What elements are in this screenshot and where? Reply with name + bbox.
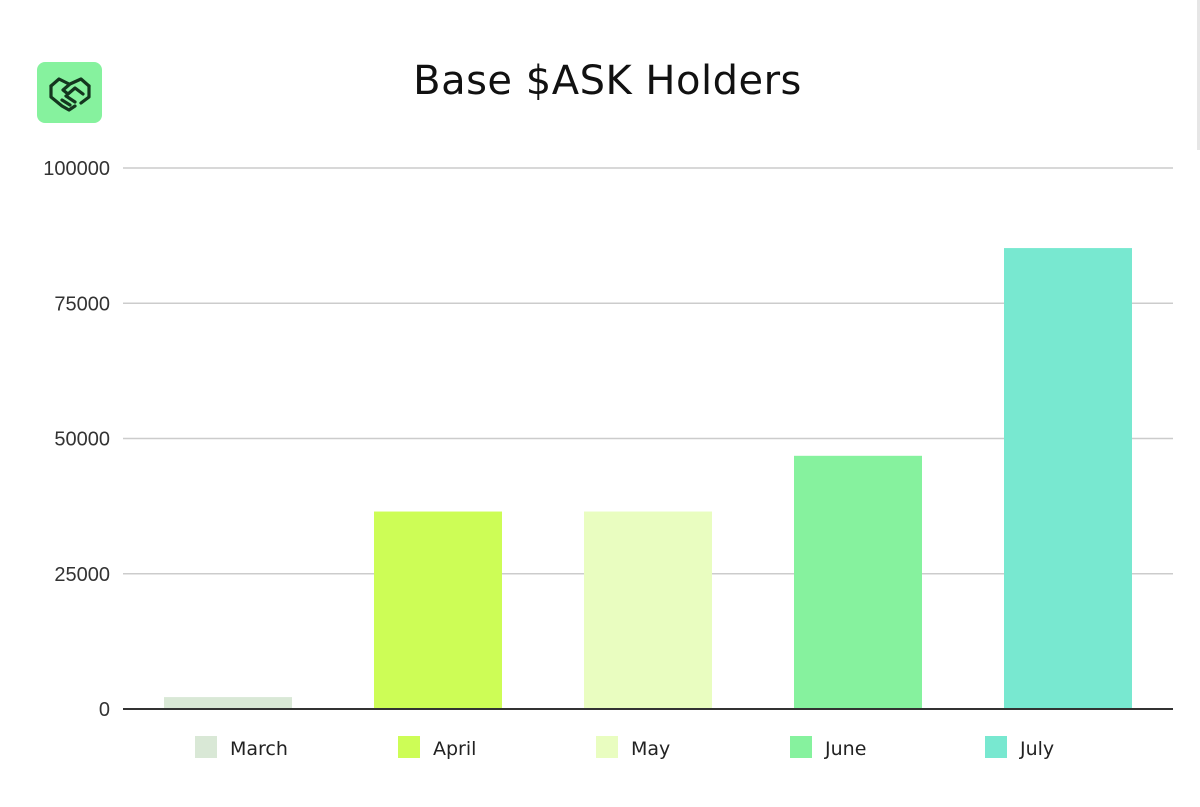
bar-march: [164, 697, 292, 709]
legend-label: July: [1019, 738, 1054, 760]
legend-swatch: [398, 736, 420, 758]
bar-may: [584, 511, 712, 709]
y-tick-label: 25000: [54, 564, 110, 586]
y-tick-label: 100000: [43, 158, 110, 180]
legend-label: May: [631, 738, 670, 760]
chart-title: Base $ASK Holders: [413, 58, 802, 104]
legend-swatch: [195, 736, 217, 758]
legend: March April May June July: [195, 736, 1054, 760]
legend-label: March: [230, 738, 288, 760]
bar-april: [374, 511, 502, 709]
handshake-icon: [48, 76, 91, 112]
legend-item: May: [596, 736, 670, 760]
app-logo: [37, 62, 102, 123]
legend-swatch: [596, 736, 618, 758]
y-tick-label: 75000: [54, 293, 110, 315]
legend-label: April: [433, 738, 476, 760]
legend-swatch: [985, 736, 1007, 758]
bars: [164, 248, 1132, 709]
legend-item: June: [790, 736, 866, 760]
y-tick-label: 0: [99, 699, 110, 721]
bar-july: [1004, 248, 1132, 709]
legend-label: June: [824, 738, 866, 760]
y-axis-ticks: 0 25000 50000 75000 100000: [43, 158, 110, 721]
bar-june: [794, 455, 922, 709]
window-edge: [1197, 0, 1200, 150]
legend-item: July: [985, 736, 1054, 760]
legend-swatch: [790, 736, 812, 758]
legend-item: March: [195, 736, 288, 760]
legend-item: April: [398, 736, 476, 760]
y-tick-label: 50000: [54, 429, 110, 451]
